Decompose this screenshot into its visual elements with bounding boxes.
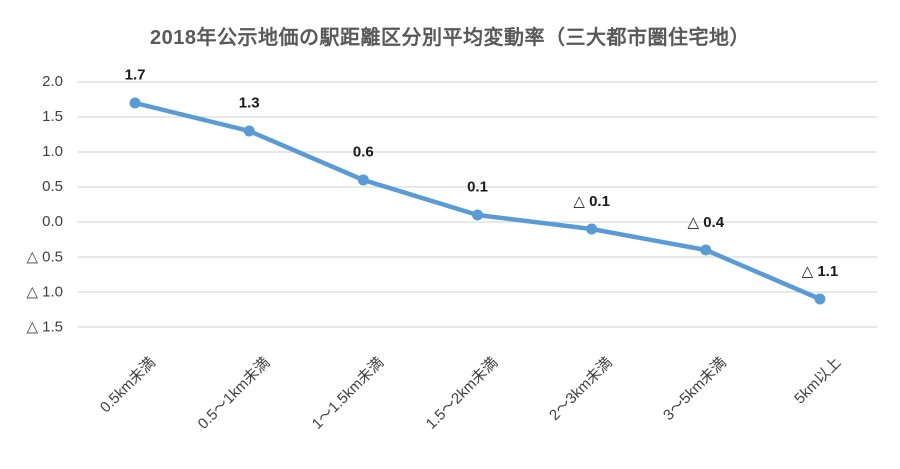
data-point [814,293,826,305]
data-point [129,97,141,109]
data-point [472,209,483,221]
data-point-label: △ 0.4 [687,214,725,231]
data-point-label: 1.7 [124,66,146,84]
data-point-label: △ 0.1 [573,193,610,210]
data-point-label: 0.6 [352,143,374,161]
data-point [700,244,712,256]
y-tick-label: 0.0 [42,212,63,230]
y-tick-label: 1.0 [42,142,63,160]
y-tick-label: 1.5 [42,107,63,125]
y-tick-label: △ 1.0 [26,283,63,301]
data-point [357,174,369,186]
y-tick-label: △ 1.5 [26,318,63,336]
y-tick-label: 2.0 [42,72,63,90]
data-point-label: 1.3 [238,94,260,112]
y-tick-label: 0.5 [42,177,63,195]
data-point [586,223,598,235]
chart-title: 2018年公示地価の駅距離区分別平均変動率（三大都市圏住宅地） [150,27,750,49]
y-tick-label: △ 0.5 [26,248,63,266]
data-point-label: △ 1.1 [801,263,839,280]
series-line [132,100,823,302]
data-point [243,125,255,137]
data-point-label: 0.1 [467,178,488,196]
